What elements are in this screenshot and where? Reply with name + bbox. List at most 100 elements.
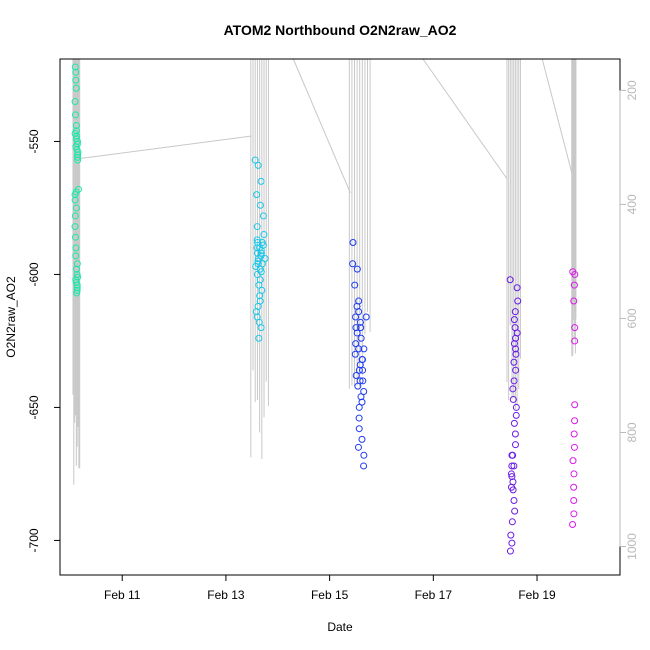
data-point [352, 313, 360, 321]
data-point [514, 297, 522, 305]
x-tick-label: Feb 11 [104, 588, 141, 602]
data-point [359, 356, 367, 364]
data-point [254, 254, 262, 262]
data-point [355, 414, 363, 422]
x-tick-label: Feb 15 [311, 588, 349, 602]
data-point [506, 547, 514, 555]
data-point [509, 385, 517, 393]
y2-tick-label: 1000 [625, 533, 639, 560]
data-point [74, 156, 82, 164]
chart-title: ATOM2 Northbound O2N2raw_AO2 [224, 22, 457, 38]
data-point [355, 366, 363, 374]
y2-tick-label: 200 [625, 80, 639, 100]
data-point [511, 507, 519, 515]
data-point [355, 425, 363, 433]
data-point [72, 204, 80, 212]
data-point [72, 84, 80, 92]
data-point [71, 212, 79, 220]
data-point [510, 358, 518, 366]
y-axis-label: O2N2raw_AO2 [4, 276, 18, 358]
data-point [255, 334, 263, 342]
data-point [569, 457, 577, 465]
transit-trace-line [422, 58, 508, 180]
y-tick-label: -600 [27, 262, 41, 286]
data-point [352, 340, 360, 348]
data-point [512, 366, 520, 374]
data-point [351, 281, 359, 289]
data-point [512, 334, 520, 342]
data-point [510, 419, 518, 427]
x-tick-label: Feb 19 [518, 588, 556, 602]
data-point [571, 337, 579, 345]
x-axis: Feb 11 Feb 13 Feb 15 Feb 17 Feb 19 [104, 575, 556, 602]
y-axis: -550 -600 -650 -700 [27, 129, 60, 552]
data-point [257, 324, 265, 332]
data-point [570, 297, 578, 305]
x-axis-label: Date [327, 620, 353, 634]
data-point [253, 270, 261, 278]
data-point [510, 340, 518, 348]
x-tick-label: Feb 13 [207, 588, 245, 602]
data-point [512, 403, 520, 411]
data-point [356, 318, 364, 326]
data-point [360, 451, 368, 459]
data-point [356, 377, 364, 385]
data-point [360, 387, 368, 395]
data-point [355, 308, 363, 316]
data-point [72, 121, 80, 129]
plot-frame [59, 58, 621, 576]
data-point [510, 497, 518, 505]
data-point [359, 377, 367, 385]
y2-tick-label: 400 [625, 194, 639, 214]
data-point [256, 201, 264, 209]
data-point [260, 231, 268, 239]
data-point [360, 462, 368, 470]
data-point [357, 393, 365, 401]
data-point [253, 191, 261, 199]
data-point [510, 377, 518, 385]
data-point [569, 520, 577, 528]
data-point [254, 239, 262, 247]
data-point [570, 483, 578, 491]
transit-trace-line [292, 58, 351, 194]
data-point [507, 470, 515, 478]
data-point [355, 345, 363, 353]
data-point [510, 462, 518, 470]
y2-tick-label: 600 [625, 308, 639, 328]
data-point [73, 265, 81, 273]
depth-traces [72, 58, 577, 485]
data-point [508, 462, 516, 470]
data-point [257, 177, 265, 185]
transit-trace-line [78, 135, 252, 160]
data-point [512, 411, 520, 419]
data-point [570, 281, 578, 289]
data-point [570, 497, 578, 505]
transit-trace-line [541, 58, 574, 179]
data-point [507, 531, 515, 539]
data-point [261, 254, 269, 262]
data-point [251, 156, 259, 164]
y-tick-label: -550 [27, 129, 41, 153]
data-point [571, 417, 579, 425]
data-point [571, 401, 579, 409]
data-point [355, 403, 363, 411]
data-point [353, 329, 361, 337]
data-point [73, 284, 81, 292]
data-point [73, 260, 81, 268]
data-point [254, 260, 262, 268]
data-point [513, 284, 521, 292]
data-point [570, 470, 578, 478]
data-point [72, 76, 80, 84]
data-point [74, 148, 82, 156]
data-point [357, 324, 365, 332]
data-point [570, 510, 578, 518]
y-tick-label: -650 [27, 395, 41, 419]
data-point [570, 443, 578, 451]
y-tick-label: -700 [27, 528, 41, 552]
data-point [352, 372, 360, 380]
data-point [351, 350, 359, 358]
data-point [73, 281, 81, 289]
data-point [354, 443, 362, 451]
data-point [359, 366, 367, 374]
